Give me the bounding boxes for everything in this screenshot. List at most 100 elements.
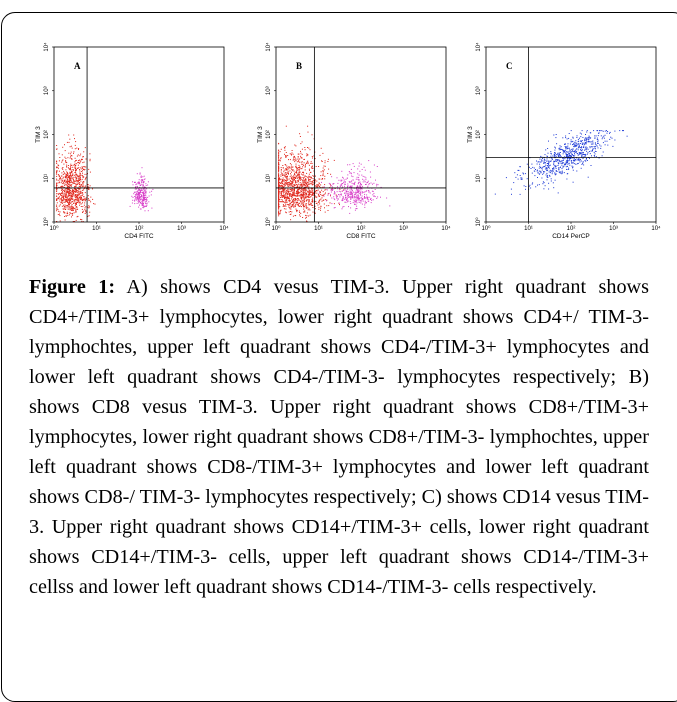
cell-event-dot xyxy=(366,190,368,192)
cell-event-dot xyxy=(306,182,308,184)
cell-event-dot xyxy=(541,166,543,168)
cell-event-dot xyxy=(303,192,305,194)
cell-event-dot xyxy=(373,195,375,197)
cell-event-dot xyxy=(349,164,351,166)
cell-event-dot xyxy=(311,193,313,195)
cell-event-dot xyxy=(278,186,280,187)
cell-event-dot xyxy=(350,181,352,183)
cell-event-dot xyxy=(69,193,70,195)
cell-event-dot xyxy=(550,152,552,154)
cell-event-dot xyxy=(144,197,146,199)
cell-event-dot xyxy=(334,191,335,193)
cell-event-dot xyxy=(297,176,299,178)
cell-event-dot xyxy=(73,209,74,211)
cell-event-dot xyxy=(307,177,309,179)
cell-event-dot xyxy=(290,190,292,192)
cell-event-dot xyxy=(582,143,584,145)
cell-event-dot xyxy=(619,130,621,132)
cell-event-dot xyxy=(71,204,73,206)
cell-event-dot xyxy=(359,185,361,187)
cell-event-dot xyxy=(140,196,141,198)
cell-event-dot xyxy=(85,158,87,160)
cell-event-dot xyxy=(75,160,76,162)
cell-event-dot xyxy=(362,175,364,177)
cell-event-dot xyxy=(295,163,297,165)
cell-event-dot xyxy=(83,151,85,153)
cell-event-dot xyxy=(572,169,574,171)
x-tick-label: 10¹ xyxy=(314,226,323,232)
cell-event-dot xyxy=(566,162,568,164)
cell-event-dot xyxy=(548,188,550,190)
cell-event-dot xyxy=(283,205,285,207)
cell-event-dot xyxy=(367,180,369,182)
cell-event-dot xyxy=(291,181,292,183)
cell-event-dot xyxy=(302,196,303,198)
cell-event-dot xyxy=(311,134,313,136)
cell-event-dot xyxy=(345,197,347,199)
cell-event-dot xyxy=(298,174,300,176)
cell-event-dot xyxy=(559,171,560,173)
cell-event-dot xyxy=(74,138,75,140)
cell-event-dot xyxy=(309,191,310,193)
cell-event-dot xyxy=(303,189,305,191)
cell-event-dot xyxy=(57,174,59,176)
cell-event-dot xyxy=(79,175,81,177)
cell-event-dot xyxy=(75,211,77,212)
cell-event-dot xyxy=(551,158,553,160)
cell-event-dot xyxy=(589,147,591,149)
cell-event-dot xyxy=(592,148,594,150)
cell-event-dot xyxy=(346,200,348,201)
cell-event-dot xyxy=(282,190,284,192)
cell-event-dot xyxy=(282,184,284,186)
cell-event-dot xyxy=(61,200,63,202)
cell-event-dot xyxy=(80,190,82,192)
cell-events xyxy=(494,130,628,195)
cell-event-dot xyxy=(318,199,320,201)
cell-event-dot xyxy=(289,193,291,195)
cell-event-dot xyxy=(69,172,71,174)
cell-event-dot xyxy=(75,199,77,201)
cell-event-dot xyxy=(284,176,286,178)
cell-event-dot xyxy=(298,191,300,193)
cell-event-dot xyxy=(356,188,358,190)
cell-event-dot xyxy=(561,170,563,172)
cell-event-dot xyxy=(573,159,574,161)
cell-event-dot xyxy=(82,176,84,178)
cell-event-dot xyxy=(64,196,66,197)
cell-event-dot xyxy=(67,202,69,204)
cell-event-dot xyxy=(290,180,292,182)
cell-event-dot xyxy=(355,178,357,180)
cell-event-dot xyxy=(287,191,289,193)
cell-event-dot xyxy=(77,180,79,182)
cell-event-dot xyxy=(357,178,359,180)
cell-event-dot xyxy=(82,167,84,169)
cell-event-dot xyxy=(280,197,282,198)
cell-event-dot xyxy=(547,174,549,176)
cell-event-dot xyxy=(580,149,582,151)
cell-event-dot xyxy=(347,185,349,187)
cell-event-dot xyxy=(306,196,307,198)
cell-event-dot xyxy=(289,214,291,215)
cell-event-dot xyxy=(62,182,64,184)
cell-event-dot xyxy=(320,184,322,186)
cell-event-dot xyxy=(304,181,306,183)
cell-event-dot xyxy=(144,186,146,188)
cell-event-dot xyxy=(56,178,58,180)
cell-event-dot xyxy=(287,204,289,206)
cell-event-dot xyxy=(301,196,303,198)
cell-event-dot xyxy=(78,175,80,177)
cell-event-dot xyxy=(330,188,332,190)
cell-event-dot xyxy=(297,190,299,192)
cell-event-dot xyxy=(306,161,308,163)
cell-event-dot xyxy=(278,167,280,169)
cell-event-dot xyxy=(278,192,280,194)
cell-event-dot xyxy=(358,176,360,178)
cell-event-dot xyxy=(66,179,68,181)
cell-event-dot xyxy=(345,189,347,191)
cell-event-dot xyxy=(285,168,287,170)
cell-event-dot xyxy=(304,206,306,208)
cell-event-dot xyxy=(284,147,286,149)
cell-event-dot xyxy=(78,162,80,164)
cell-event-dot xyxy=(290,166,292,168)
cell-event-dot xyxy=(282,195,284,197)
